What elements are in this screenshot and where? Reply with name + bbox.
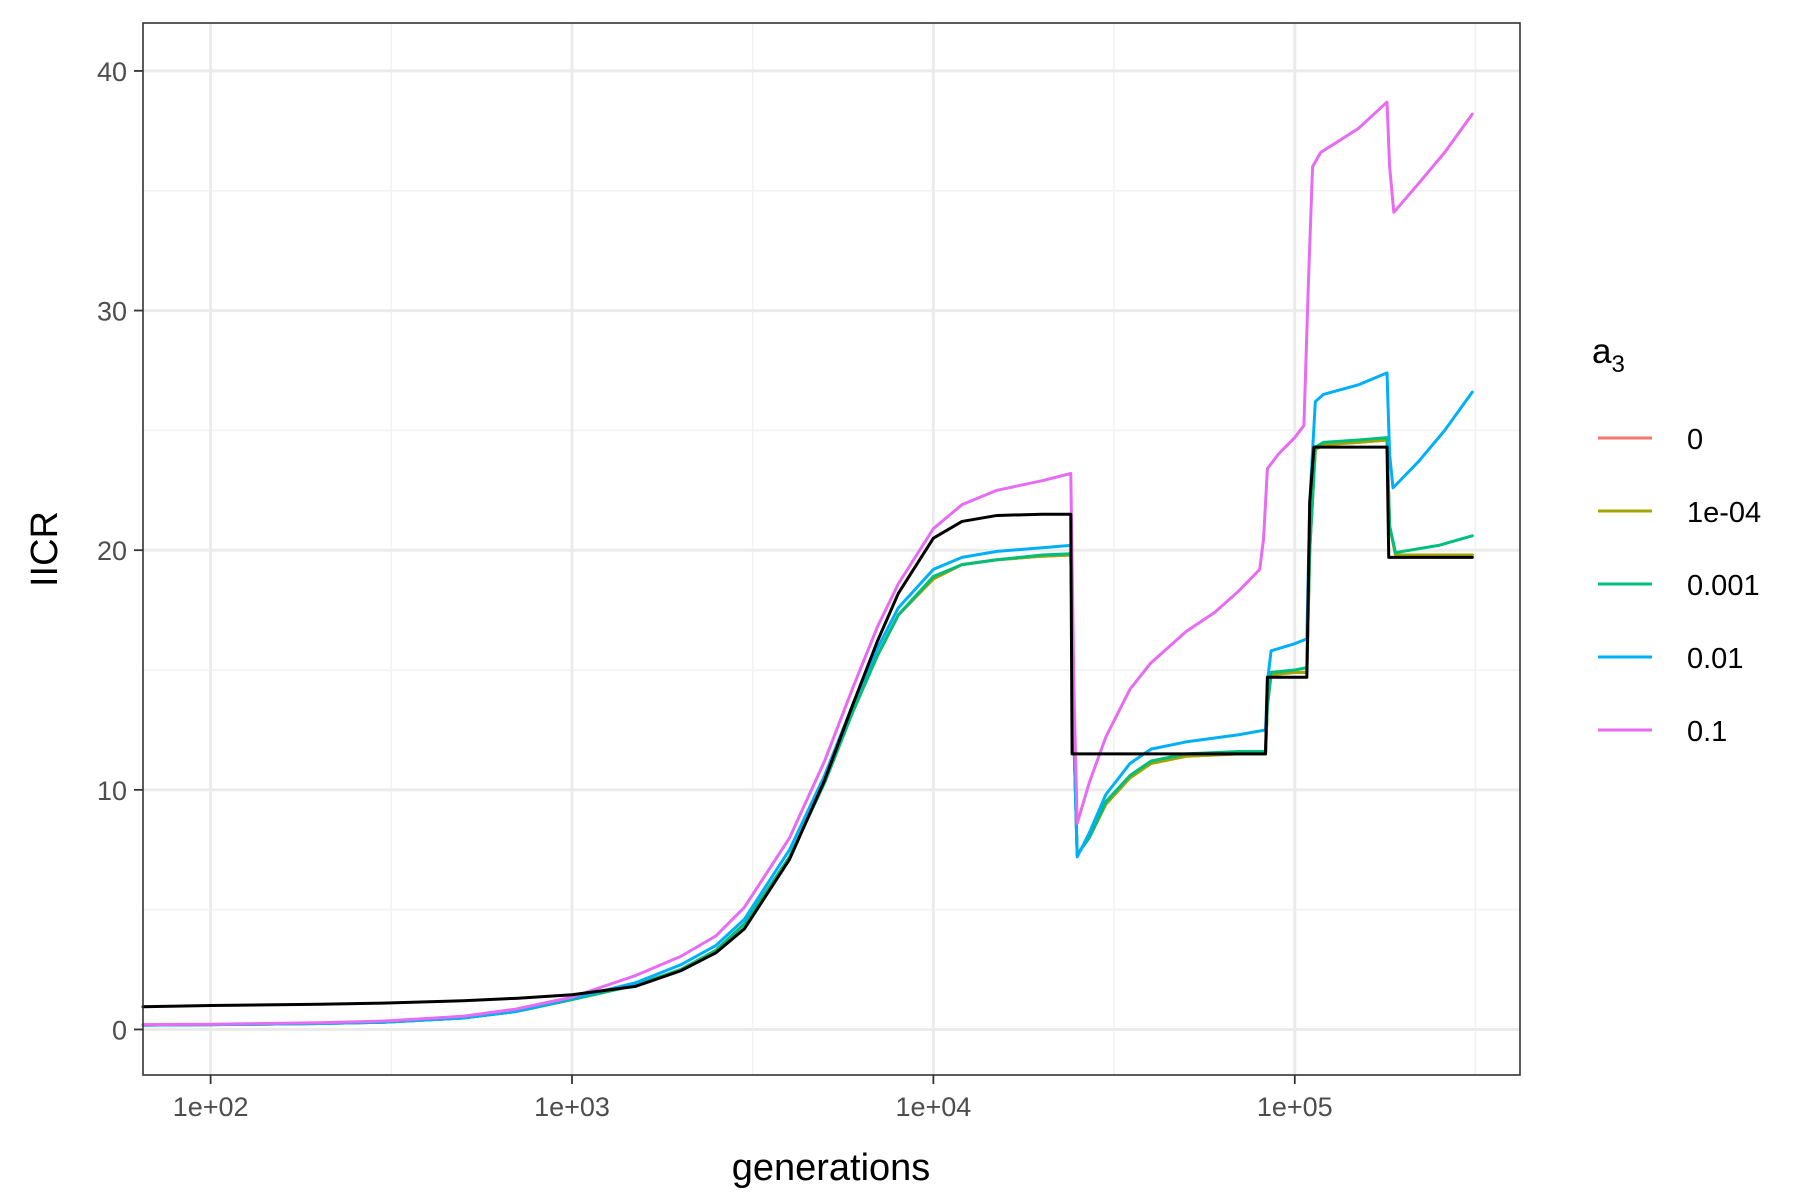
legend: a3 0 1e-04 0.001 0.01 0.1 <box>1592 332 1761 748</box>
y-tick-label: 0 <box>112 1015 127 1045</box>
x-axis-title: generations <box>732 1147 931 1189</box>
y-axis: 0 10 20 30 40 <box>97 57 143 1045</box>
x-tick-label: 1e+02 <box>173 1092 249 1122</box>
y-tick-label: 10 <box>97 776 127 806</box>
y-tick-label: 40 <box>97 57 127 87</box>
major-gridlines <box>143 23 1520 1075</box>
legend-label-1e-04: 1e-04 <box>1687 497 1761 529</box>
x-tick-label: 1e+04 <box>895 1092 971 1122</box>
x-tick-label: 1e+05 <box>1257 1092 1333 1122</box>
y-tick-label: 30 <box>97 297 127 327</box>
plot-panel-border <box>142 22 1521 1076</box>
legend-label-0.001: 0.001 <box>1687 570 1760 602</box>
legend-label-0: 0 <box>1687 424 1703 456</box>
series-line-reference <box>141 445 1474 1009</box>
legend-title-subscript: 3 <box>1611 351 1624 378</box>
legend-title: a3 <box>1592 332 1625 378</box>
x-axis: 1e+02 1e+03 1e+04 1e+05 <box>173 1075 1333 1122</box>
legend-label-0.01: 0.01 <box>1687 643 1743 675</box>
legend-label-0.1: 0.1 <box>1687 716 1727 748</box>
y-axis-title: IICR <box>24 511 66 587</box>
legend-title-main: a <box>1592 332 1612 371</box>
series-lines <box>141 100 1474 1027</box>
y-tick-label: 20 <box>97 536 127 566</box>
series-line-0.1 <box>141 100 1474 1027</box>
x-tick-label: 1e+03 <box>534 1092 610 1122</box>
legend-entries: 0 1e-04 0.001 0.01 0.1 <box>1598 424 1761 748</box>
